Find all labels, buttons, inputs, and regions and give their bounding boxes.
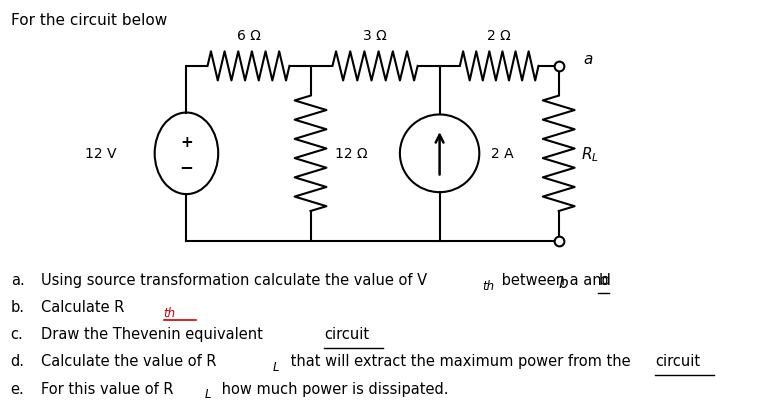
Text: circuit: circuit	[325, 326, 370, 341]
Text: circuit: circuit	[655, 354, 700, 369]
Text: b: b	[598, 272, 608, 287]
Text: how much power is dissipated.: how much power is dissipated.	[217, 381, 449, 396]
Text: −: −	[179, 158, 193, 176]
Text: between a and: between a and	[498, 272, 616, 287]
Text: Calculate the value of R: Calculate the value of R	[41, 354, 216, 369]
Text: c.: c.	[11, 326, 24, 341]
Text: Using source transformation calculate the value of V: Using source transformation calculate th…	[41, 272, 427, 287]
Text: that will extract the maximum power from the: that will extract the maximum power from…	[286, 354, 635, 369]
Text: For the circuit below: For the circuit below	[11, 13, 167, 28]
Text: e.: e.	[11, 381, 25, 396]
Text: L: L	[273, 360, 279, 373]
Text: 12 Ω: 12 Ω	[335, 147, 368, 161]
Text: 2 A: 2 A	[491, 147, 514, 161]
Text: a.: a.	[11, 272, 25, 287]
Text: th: th	[482, 279, 494, 292]
Text: +: +	[180, 134, 193, 149]
Text: For this value of R: For this value of R	[41, 381, 173, 396]
Text: $R_L$: $R_L$	[581, 145, 598, 163]
Text: L: L	[205, 388, 211, 401]
Text: 2 Ω: 2 Ω	[488, 28, 511, 43]
Text: a: a	[584, 51, 593, 66]
Text: b.: b.	[11, 299, 25, 314]
Text: d.: d.	[11, 354, 25, 369]
Text: b: b	[559, 275, 568, 290]
Text: Draw the Thevenin equivalent: Draw the Thevenin equivalent	[41, 326, 267, 341]
Text: Calculate R: Calculate R	[41, 299, 124, 314]
Text: th: th	[164, 306, 176, 319]
Text: 12 V: 12 V	[85, 147, 117, 161]
Text: 3 Ω: 3 Ω	[363, 28, 387, 43]
Text: 6 Ω: 6 Ω	[237, 28, 261, 43]
